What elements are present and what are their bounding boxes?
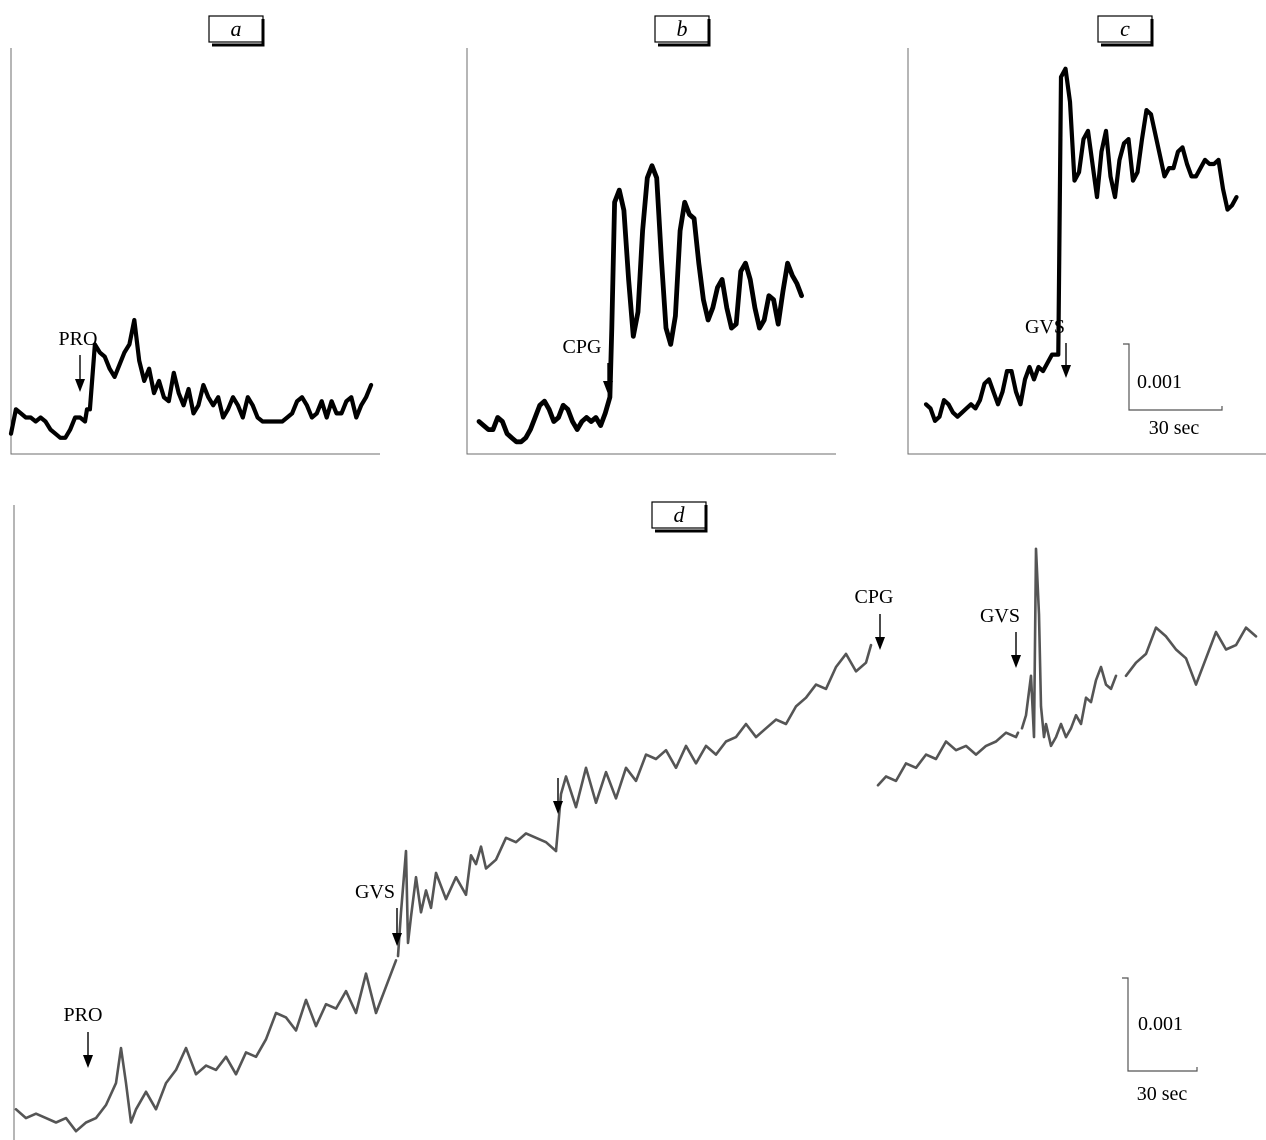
panel-c: c GVS 0.001 30 sec — [907, 15, 1266, 455]
panel-d-plot — [14, 547, 1258, 1133]
panel-c-scale-bar: 0.001 30 sec — [1123, 343, 1223, 439]
panel-a-label-box: a — [208, 15, 265, 47]
panel-d-trace-6 — [1124, 626, 1258, 686]
panel-a-plot — [8, 317, 374, 440]
panel-c-arrow-gvs — [1061, 343, 1071, 378]
panel-c-label: c — [1120, 16, 1130, 41]
panel-b-annotation-cpg: CPG — [563, 336, 602, 358]
panel-d-scale-bar: 0.001 30 sec — [1122, 977, 1198, 1105]
panel-d-label-box: d — [651, 501, 708, 533]
panel-d-trace-1 — [14, 959, 398, 1133]
panel-c-trace-1 — [923, 66, 1239, 423]
panel-b-label: b — [677, 16, 688, 41]
panel-d-annotation-gvs-1: GVS — [355, 881, 395, 903]
panel-b-plot — [476, 163, 804, 445]
panel-d-arrow-pro — [83, 1032, 93, 1068]
panel-c-annotation-gvs: GVS — [1025, 316, 1065, 338]
panel-c-scale-time: 30 sec — [1149, 417, 1200, 439]
panel-a-annotation-pro: PRO — [59, 328, 98, 350]
panel-d-arrow-gvs-2 — [1011, 632, 1021, 668]
panel-c-plot — [923, 66, 1239, 423]
panel-a-arrow-pro — [75, 355, 85, 392]
panel-d-scale-value: 0.001 — [1138, 1013, 1183, 1035]
panel-a-axes — [10, 48, 380, 455]
panel-d-annotation-gvs-2: GVS — [980, 605, 1020, 627]
panel-b-trace-1 — [476, 163, 804, 445]
panel-d-trace-5 — [1020, 547, 1118, 748]
panel-b-label-box: b — [654, 15, 711, 47]
panel-c-scale-value: 0.001 — [1137, 371, 1182, 393]
panel-a: a PRO — [8, 15, 380, 455]
panel-d-trace-3 — [554, 643, 873, 853]
panel-d-scale-time: 30 sec — [1137, 1083, 1188, 1105]
panel-d-trace-2 — [396, 832, 558, 958]
panel-d-arrow-cpg — [875, 614, 885, 650]
panel-d: d PRO GVS CPG GVS — [13, 501, 1258, 1140]
panel-d-arrow-gvs-1 — [392, 908, 402, 946]
panel-b-axes — [466, 48, 836, 455]
panel-c-axes — [907, 48, 1266, 455]
panel-b: b CPG — [466, 15, 836, 455]
panel-d-trace-4 — [876, 731, 1020, 787]
panel-d-annotation-pro: PRO — [64, 1004, 103, 1026]
panel-d-label: d — [674, 502, 686, 527]
panel-b-arrow-cpg — [603, 363, 613, 394]
panel-a-label: a — [231, 16, 242, 41]
panel-c-label-box: c — [1097, 15, 1154, 47]
panel-d-annotation-cpg: CPG — [855, 586, 894, 608]
panel-d-arrow-unlabeled — [553, 778, 563, 814]
panel-a-trace-1 — [8, 317, 374, 440]
